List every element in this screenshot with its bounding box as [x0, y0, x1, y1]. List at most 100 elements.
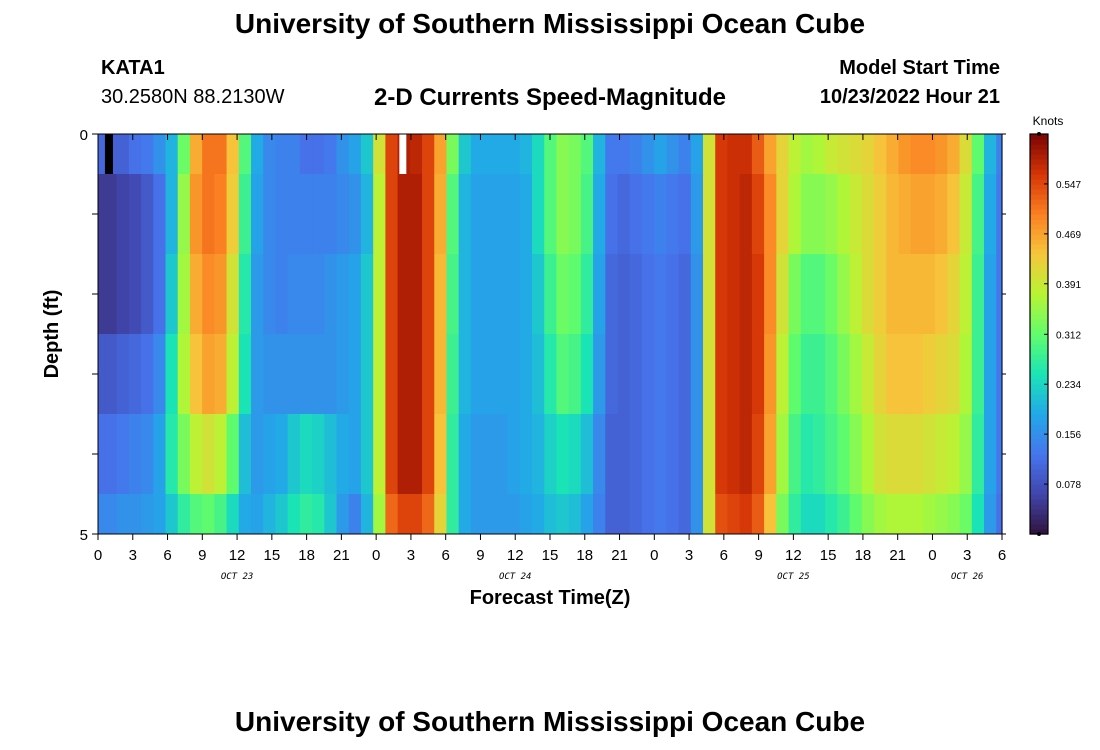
heat-cell	[153, 494, 167, 534]
colorbar-step	[1030, 139, 1048, 145]
colorbar-step	[1030, 409, 1048, 415]
heat-cell	[446, 334, 460, 414]
heat-cell	[385, 134, 399, 174]
heat-cell	[739, 414, 753, 494]
station-coords: 30.2580N 88.2130W	[101, 86, 285, 108]
heat-cell	[886, 494, 900, 534]
heat-cell	[226, 134, 240, 174]
colorbar-step	[1030, 269, 1048, 275]
colorbar-step	[1030, 184, 1048, 190]
heat-cell	[580, 334, 594, 414]
colorbar-ticks: 0.078 0.156 0.234 0.312 0.391 0.469 0.547	[1037, 132, 1081, 536]
heat-cell	[165, 134, 179, 174]
colorbar-step	[1030, 504, 1048, 510]
colorbar-step	[1030, 314, 1048, 320]
heat-cell	[825, 494, 838, 534]
heat-cell	[947, 414, 961, 494]
heat-cell	[996, 174, 1003, 254]
heat-cell	[141, 414, 154, 494]
heat-cell	[238, 414, 252, 494]
heat-cell	[727, 334, 741, 414]
heat-cell	[983, 414, 997, 494]
colorbar-step	[1030, 154, 1048, 160]
heat-cell	[812, 254, 826, 334]
colorbar-step	[1030, 419, 1048, 425]
heat-cell	[324, 414, 338, 494]
heat-cell	[519, 414, 533, 494]
colorbar-unit-label: Knots	[1033, 114, 1064, 128]
heat-cell	[434, 254, 448, 334]
heat-cell	[556, 334, 570, 414]
heat-cell	[238, 334, 252, 414]
heat-cell	[531, 414, 545, 494]
x-tick-label: 3	[129, 547, 137, 564]
heat-cell	[922, 174, 936, 254]
heat-cell	[703, 494, 716, 534]
colorbar-step	[1030, 244, 1048, 250]
heat-cell	[299, 134, 313, 174]
heat-cell	[764, 254, 777, 334]
colorbar-ramp	[1030, 134, 1048, 535]
heat-cell	[98, 134, 106, 174]
heat-cell	[189, 254, 203, 334]
heat-cell	[751, 174, 765, 254]
heat-cell	[825, 334, 838, 414]
heat-cell	[910, 494, 924, 534]
heat-cell	[886, 254, 900, 334]
x-tick-label: 0	[372, 547, 380, 564]
heat-cell	[202, 334, 215, 414]
heat-cell	[849, 254, 863, 334]
heat-cell	[800, 254, 814, 334]
heat-cell	[336, 254, 350, 334]
heat-cell	[922, 254, 936, 334]
colorbar-step	[1030, 474, 1048, 480]
x-tick-label: 18	[576, 547, 593, 564]
heat-cell	[263, 414, 277, 494]
colorbar-step	[1030, 429, 1048, 435]
heat-cell	[935, 494, 948, 534]
heat-cell	[861, 414, 875, 494]
heat-cell	[715, 174, 729, 254]
heat-cell	[153, 254, 167, 334]
heat-cell	[812, 494, 826, 534]
heat-cell	[324, 254, 338, 334]
heat-cell	[360, 254, 374, 334]
heat-cell	[983, 254, 997, 334]
heat-cell	[922, 134, 936, 174]
heat-cell	[434, 134, 448, 174]
heat-cell	[861, 494, 875, 534]
heat-cell	[189, 494, 203, 534]
bottom-title: University of Southern Mississippi Ocean…	[234, 706, 866, 737]
heat-cell	[910, 254, 924, 334]
heat-cell	[116, 334, 130, 414]
colorbar-step	[1030, 239, 1048, 245]
heat-cell	[666, 254, 680, 334]
heat-cell	[385, 494, 399, 534]
heat-cell	[544, 254, 558, 334]
heat-cell	[397, 174, 411, 254]
heat-cell	[751, 134, 765, 174]
heat-cell	[287, 334, 301, 414]
colorbar-step	[1030, 359, 1048, 365]
heat-cell	[788, 334, 802, 414]
heat-cell	[251, 174, 264, 254]
heat-cell	[409, 494, 423, 534]
heat-cell	[214, 254, 228, 334]
heat-cell	[556, 134, 570, 174]
heat-cell	[422, 494, 435, 534]
heat-cell	[703, 254, 716, 334]
heat-cell	[299, 334, 313, 414]
heat-cell	[483, 174, 496, 254]
heat-cell	[898, 174, 912, 254]
heat-cell	[861, 334, 875, 414]
heat-cell	[812, 134, 826, 174]
heat-cell	[360, 414, 374, 494]
heat-cell	[727, 254, 741, 334]
heat-cell	[348, 414, 362, 494]
heat-cell	[409, 174, 423, 254]
heat-cell	[800, 414, 814, 494]
heat-cell	[739, 134, 753, 174]
date-label: OCT 25	[777, 572, 810, 582]
heat-cell	[385, 414, 399, 494]
heat-cell	[935, 134, 948, 174]
